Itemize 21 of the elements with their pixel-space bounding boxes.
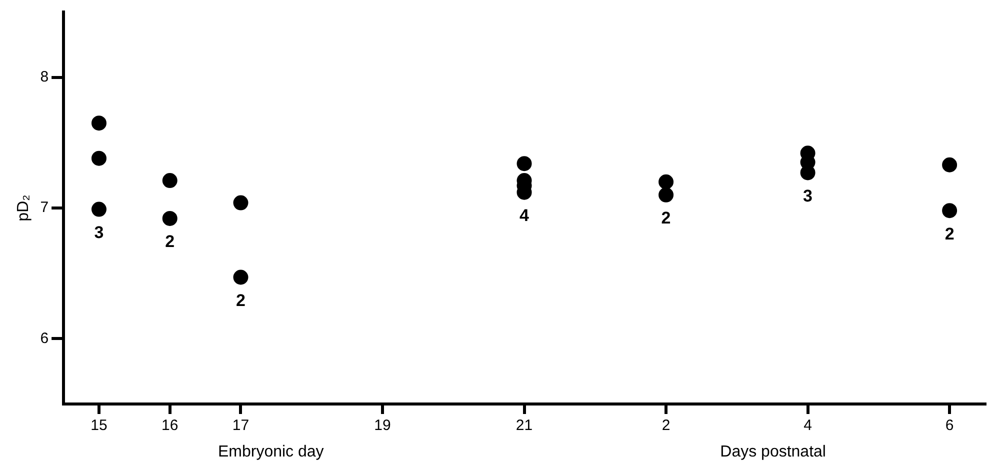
annotation: 4 [520, 206, 530, 226]
x-tick-label: 17 [232, 417, 250, 434]
x-tick-label: 19 [374, 417, 391, 434]
x-tick-label: 2 [662, 417, 670, 434]
text: Embryonic day [218, 443, 324, 460]
annotation: 2 [236, 290, 246, 310]
y-axis-title: pD₂ [15, 194, 32, 222]
annotation: 3 [803, 186, 813, 206]
annotation: 2 [661, 208, 671, 228]
x-tick-label: 6 [945, 417, 954, 434]
y-tick-label: 6 [40, 330, 49, 347]
text: Days postnatal [720, 443, 826, 460]
y-tick-label: 7 [40, 199, 49, 216]
annotation: 2 [165, 232, 175, 252]
x-tick-label: 4 [804, 417, 812, 434]
y-tick-label: 8 [40, 68, 49, 86]
annotation: 2 [944, 224, 954, 244]
x-tick-label: 15 [90, 417, 108, 434]
annotation: 3 [94, 222, 104, 242]
x-tick-label: 21 [516, 417, 533, 434]
x-tick-label: 16 [162, 417, 178, 434]
